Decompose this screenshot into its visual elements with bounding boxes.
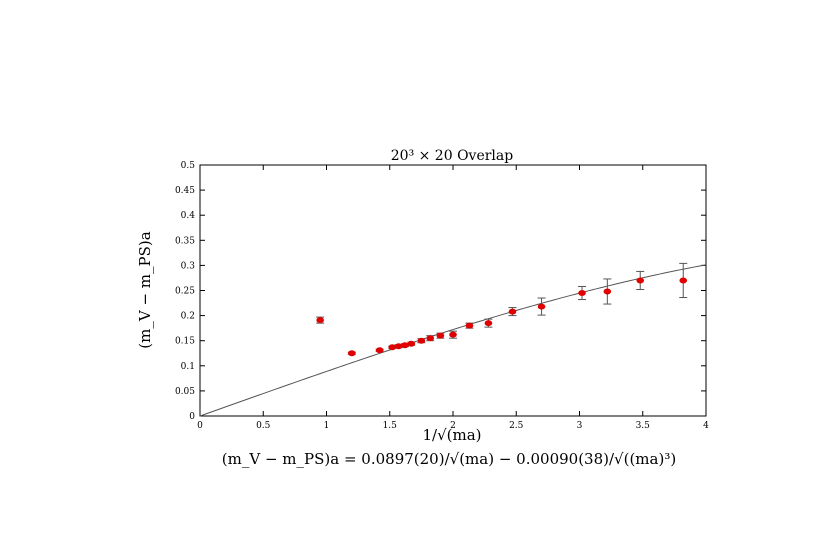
y-tick-label: 0.35 xyxy=(175,236,195,246)
y-tick-label: 0 xyxy=(189,412,195,422)
data-point xyxy=(603,288,612,295)
y-tick-label: 0.05 xyxy=(175,387,195,397)
y-tick-label: 0.25 xyxy=(175,287,195,297)
y-tick-label: 0.5 xyxy=(181,161,196,171)
data-point xyxy=(316,317,324,324)
data-point xyxy=(417,337,426,344)
data-point xyxy=(537,303,546,310)
data-point xyxy=(578,290,586,297)
plot-frame xyxy=(199,164,707,417)
fit-formula: (m_V − m_PS)a = 0.0897(20)/√(ma) − 0.000… xyxy=(222,450,676,468)
data-point xyxy=(394,343,403,350)
data-point xyxy=(508,308,517,315)
y-tick-label: 0.45 xyxy=(175,186,195,196)
data-point xyxy=(636,277,645,284)
x-tick-label: 0.5 xyxy=(256,421,271,431)
fit-curve xyxy=(199,264,707,417)
y-tick-label: 0.4 xyxy=(181,211,196,221)
data-point xyxy=(401,342,409,349)
fit-curve-layer xyxy=(199,264,707,417)
data-points-layer xyxy=(316,262,688,357)
y-tick-label: 0.3 xyxy=(181,261,196,271)
data-point xyxy=(388,344,397,351)
x-tick-label: 3.5 xyxy=(636,421,651,431)
data-point xyxy=(436,332,445,339)
x-tick-label: 0 xyxy=(197,421,203,431)
x-tick-label: 1 xyxy=(324,421,330,431)
x-tick-label: 1.5 xyxy=(383,421,398,431)
data-point xyxy=(484,320,493,327)
y-tick-label: 0.15 xyxy=(175,337,195,347)
data-point xyxy=(375,347,384,354)
chart-title: 20³ × 20 Overlap xyxy=(391,148,514,164)
y-tick-label: 0.1 xyxy=(181,362,195,372)
x-tick-label: 4 xyxy=(703,421,709,431)
data-point xyxy=(426,335,435,342)
x-axis-ticks: 0 0.5 1 1.5 2 2.5 3 3.5 4 xyxy=(197,165,709,431)
x-tick-label: 3 xyxy=(577,421,583,431)
y-tick-label: 0.2 xyxy=(181,312,195,322)
x-axis-label: 1/√(ma) xyxy=(422,426,481,444)
x-tick-label: 2 xyxy=(450,421,456,431)
data-point xyxy=(465,322,474,329)
data-point xyxy=(407,340,416,347)
data-point xyxy=(449,331,457,338)
data-point xyxy=(348,350,356,357)
data-point xyxy=(679,277,688,284)
x-tick-label: 2.5 xyxy=(509,421,524,431)
y-axis-label: (m_V − m_PS)a xyxy=(136,231,154,348)
y-axis-ticks: 0 0.05 0.1 0.15 0.2 0.25 0.3 0.35 0.4 0.45 0.5 xyxy=(175,161,706,422)
